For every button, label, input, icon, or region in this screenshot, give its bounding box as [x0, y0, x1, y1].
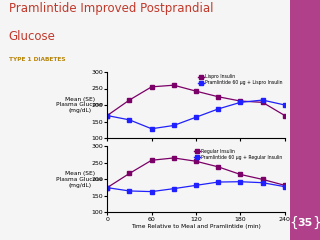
Text: Glucose: Glucose — [9, 30, 55, 43]
Text: {: { — [289, 216, 298, 230]
Text: TYPE 1 DIABETES: TYPE 1 DIABETES — [9, 57, 65, 62]
X-axis label: Time Relative to Meal and Pramlintide (min): Time Relative to Meal and Pramlintide (m… — [131, 224, 261, 229]
Legend: Regular Insulin, Pramlintide 60 μg + Regular Insulin: Regular Insulin, Pramlintide 60 μg + Reg… — [194, 149, 283, 160]
Text: 35: 35 — [297, 218, 312, 228]
Text: Mean (SE)
Plasma Glucose
(mg/dL): Mean (SE) Plasma Glucose (mg/dL) — [57, 171, 103, 188]
Text: Mean (SE)
Plasma Glucose
(mg/dL): Mean (SE) Plasma Glucose (mg/dL) — [57, 97, 103, 113]
Text: Pramlintide Improved Postprandial: Pramlintide Improved Postprandial — [9, 2, 213, 15]
Text: }: } — [312, 216, 320, 230]
Legend: Lispro Insulin, Pramlintide 60 μg + Lispro Insulin: Lispro Insulin, Pramlintide 60 μg + Lisp… — [198, 74, 283, 85]
